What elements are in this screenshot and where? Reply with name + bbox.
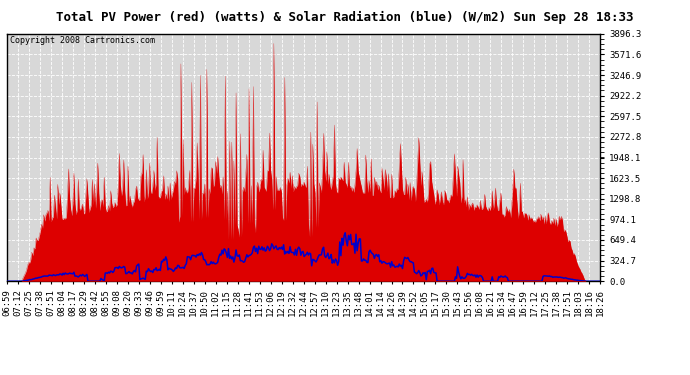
Text: Total PV Power (red) (watts) & Solar Radiation (blue) (W/m2) Sun Sep 28 18:33: Total PV Power (red) (watts) & Solar Rad… <box>57 11 633 24</box>
Text: Copyright 2008 Cartronics.com: Copyright 2008 Cartronics.com <box>10 36 155 45</box>
